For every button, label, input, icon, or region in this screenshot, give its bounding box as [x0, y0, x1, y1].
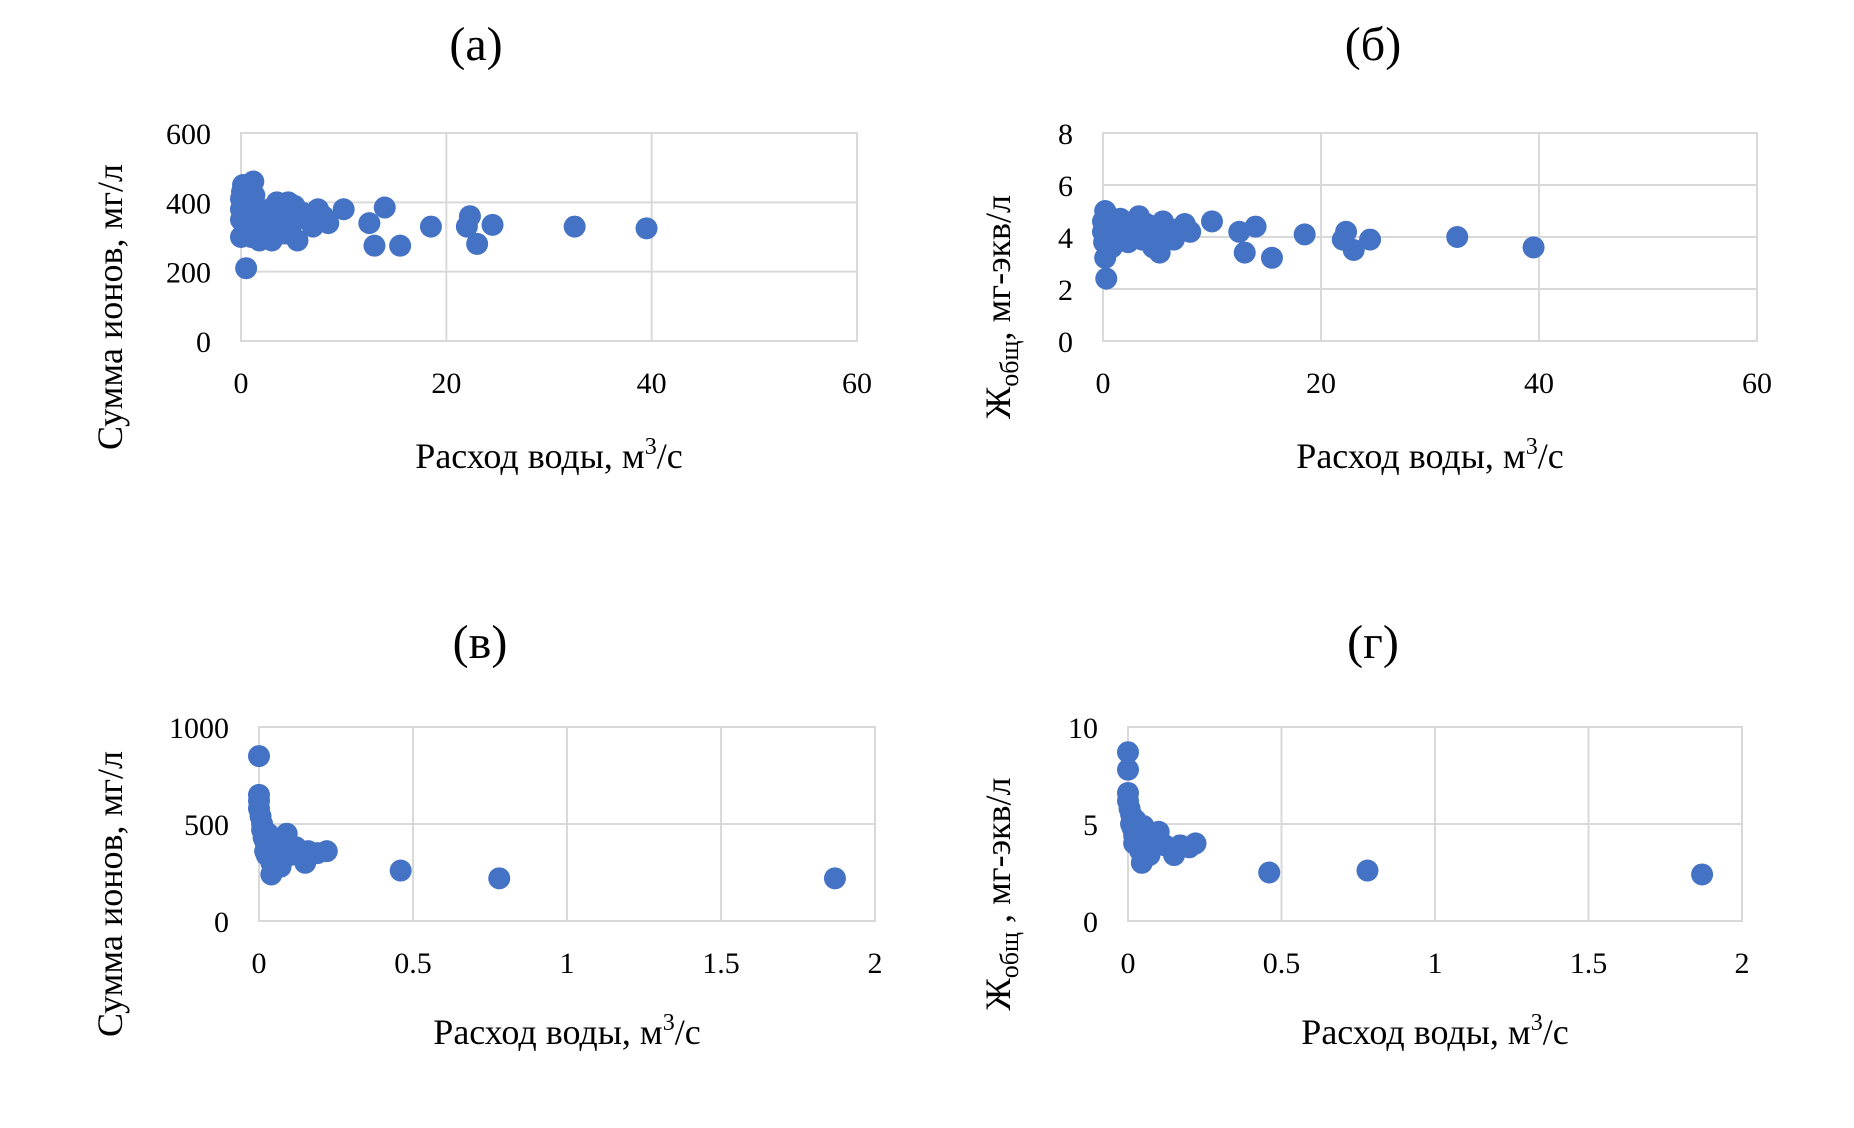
chart-panel-b: (б) 0 2 4 6 8 0 20 40 60 Расход воды, м3/с Жобщ, мг… [978, 18, 1772, 476]
y-tick-label: 0 [1083, 906, 1098, 939]
chart-panel-g: (г) 0 5 10 0 0.5 1 1.5 2 Расход воды, м3/с Жобщ , … [978, 616, 1750, 1052]
x-tick-label: 1 [560, 947, 575, 980]
plot-frame [240, 132, 858, 342]
y-tick-label: 2 [1058, 274, 1073, 307]
data-point [315, 840, 338, 863]
chart-panel-v: (в) 0 500 1000 0 0.5 1 1.5 2 Расход воды, м3/с Сум… [90, 616, 883, 1052]
y-tick-label: 5 [1083, 809, 1098, 842]
data-point [389, 234, 412, 257]
y-tick-label: 8 [1058, 118, 1073, 151]
data-point [1258, 861, 1281, 884]
y-tick-label: 600 [166, 118, 211, 151]
data-point [1446, 226, 1469, 248]
data-point [317, 212, 340, 235]
x-tick-label: 0 [1121, 947, 1136, 980]
x-tick-label: 60 [1742, 367, 1772, 400]
x-tick-label: 40 [637, 367, 667, 400]
data-point [332, 198, 355, 221]
data-point [1342, 239, 1365, 261]
x-axis-label: Расход воды, м3/с [415, 434, 682, 476]
y-tick-label: 10 [1068, 712, 1098, 745]
x-tick-label: 2 [868, 947, 883, 980]
x-tick-label: 0 [252, 947, 267, 980]
y-tick-label: 0 [1058, 326, 1073, 359]
y-tick-label: 1000 [169, 712, 229, 745]
data-point [1359, 228, 1382, 251]
data-point [1522, 236, 1545, 259]
y-tick-label: 400 [166, 187, 211, 220]
x-tick-label: 0.5 [1263, 947, 1301, 980]
data-point [358, 212, 381, 235]
x-tick-label: 2 [1735, 947, 1750, 980]
data-point [363, 234, 386, 257]
data-point [1233, 241, 1256, 264]
chart-panel-a: (а) 0 200 400 600 0 20 40 60 Расход воды, м3/с Сум… [90, 18, 872, 476]
data-point [1356, 859, 1379, 882]
data-point [488, 867, 511, 890]
data-point [1184, 832, 1207, 855]
x-axis-label: Расход воды, м3/с [433, 1010, 700, 1052]
y-tick-label: 4 [1058, 222, 1073, 255]
data-point [481, 213, 504, 236]
x-tick-label: 60 [842, 367, 872, 400]
chart-title: (б) [1345, 18, 1401, 71]
data-point [1691, 863, 1714, 886]
data-point [823, 867, 846, 890]
data-point [248, 745, 270, 768]
data-point [286, 229, 309, 252]
x-tick-label: 1 [1428, 947, 1443, 980]
y-tick-label: 0 [196, 326, 211, 359]
data-point [458, 205, 481, 228]
y-tick-label: 6 [1058, 170, 1073, 203]
data-point [389, 859, 412, 882]
y-tick-label: 200 [166, 257, 211, 290]
chart-title: (а) [449, 18, 502, 71]
x-tick-label: 0 [1096, 367, 1111, 400]
x-tick-label: 20 [1306, 367, 1336, 400]
chart-title: (в) [453, 616, 508, 669]
data-point [635, 217, 658, 240]
data-point [1260, 246, 1283, 269]
y-tick-label: 500 [184, 809, 229, 842]
data-point [1148, 241, 1171, 264]
y-axis-label: Жобщ , мг-экв/л [978, 777, 1024, 1010]
x-axis-label: Расход воды, м3/с [1296, 434, 1563, 476]
data-point [235, 257, 258, 280]
data-point [1293, 223, 1316, 246]
x-axis-label: Расход воды, м3/с [1301, 1010, 1568, 1052]
data-point [466, 232, 489, 255]
data-point [1117, 741, 1139, 764]
y-tick-label: 0 [214, 906, 229, 939]
x-tick-label: 40 [1524, 367, 1554, 400]
data-point [1179, 220, 1202, 243]
data-point [563, 215, 586, 238]
x-tick-label: 0 [234, 367, 249, 400]
data-point [373, 196, 396, 219]
data-point [1335, 220, 1358, 243]
x-tick-label: 1.5 [1570, 947, 1608, 980]
data-point [419, 215, 442, 238]
data-point [1201, 210, 1223, 233]
y-axis-label: Сумма ионов, мг/л [90, 164, 130, 450]
y-axis-label: Жобщ, мг-экв/л [978, 195, 1024, 419]
data-point [1117, 758, 1139, 781]
data-point [1095, 267, 1118, 290]
x-tick-label: 0.5 [394, 947, 432, 980]
chart-title: (г) [1347, 616, 1399, 669]
x-tick-label: 20 [431, 367, 461, 400]
data-point [1244, 215, 1267, 238]
y-axis-label: Сумма ионов, мг/л [90, 751, 130, 1037]
x-tick-label: 1.5 [702, 947, 740, 980]
